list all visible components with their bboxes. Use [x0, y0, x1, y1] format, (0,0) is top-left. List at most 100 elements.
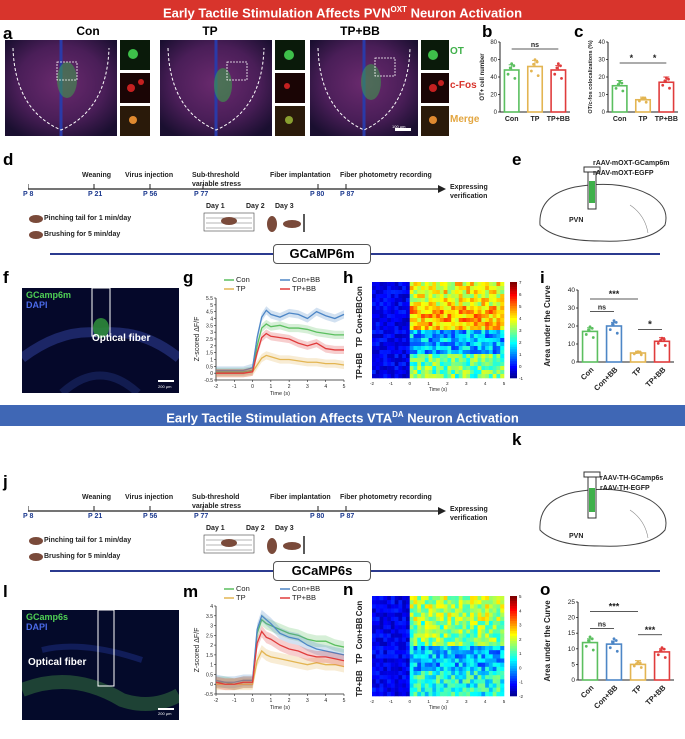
heat-cell — [462, 633, 467, 638]
heat-cell — [443, 683, 448, 688]
heat-cell — [485, 625, 490, 630]
heat-cell — [421, 616, 426, 622]
heat-cell — [398, 354, 403, 359]
heat-cell — [439, 366, 444, 371]
heat-cell — [432, 330, 437, 335]
heat-cell — [390, 358, 395, 363]
heat-cell — [379, 286, 384, 291]
heat-cell — [496, 318, 501, 323]
heat-cell — [462, 629, 467, 634]
heat-cell — [470, 646, 475, 651]
heat-cell — [462, 654, 467, 659]
heat-cell — [379, 629, 384, 634]
heat-cell — [492, 370, 497, 375]
heat-cell — [421, 625, 426, 630]
heat-cell — [443, 374, 448, 379]
heat-cell — [500, 374, 505, 379]
heat-cell — [375, 302, 380, 307]
heat-cell — [402, 366, 407, 371]
heat-cell — [436, 346, 441, 351]
l-fiber-label: Optical fiber — [28, 657, 87, 668]
colorbar-label: 0 — [519, 364, 522, 369]
heat-cell — [443, 658, 448, 663]
heat-cell — [372, 654, 377, 659]
heat-cell — [409, 596, 414, 601]
heat-cell — [390, 366, 395, 371]
heat-cell — [424, 362, 429, 367]
heat-cell — [447, 691, 452, 697]
heat-cell — [432, 671, 437, 676]
heat-cell — [458, 616, 463, 622]
heat-cell — [458, 596, 463, 601]
heat-cell — [394, 629, 399, 634]
y-axis-label: Area under the Curve — [543, 285, 552, 367]
heat-cell — [473, 330, 478, 335]
y-tick-label: -0.5 — [204, 378, 213, 384]
heat-cell — [372, 294, 377, 299]
timeline-j — [28, 506, 446, 561]
heat-cell — [451, 330, 456, 335]
panel-label-f: f — [3, 268, 9, 287]
heat-cell — [443, 358, 448, 363]
heat-cell — [417, 306, 422, 311]
heat-cell — [473, 314, 478, 319]
panel-label-j: j — [3, 472, 8, 491]
y-tick-label: 30 — [598, 58, 605, 64]
colorbar-cell — [510, 327, 517, 331]
heat-cell — [375, 650, 380, 655]
heat-cell — [398, 608, 403, 613]
heat-cell — [436, 654, 441, 659]
heat-cell — [447, 596, 452, 601]
heat-cell — [462, 346, 467, 351]
heat-cell — [413, 637, 418, 643]
heat-cell — [466, 330, 471, 335]
micrograph-l — [22, 610, 179, 720]
heat-cell — [405, 666, 411, 672]
data-point — [621, 89, 625, 93]
heat-cell — [432, 366, 437, 371]
heat-cell — [492, 612, 497, 618]
heat-cell — [432, 658, 437, 663]
heat-cell — [398, 346, 403, 351]
bar-Con — [611, 84, 628, 113]
heat-cell — [473, 322, 478, 327]
heat-cell — [394, 374, 399, 379]
heat-cell — [409, 290, 414, 295]
heat-cell — [409, 629, 414, 634]
heat-cell — [458, 691, 463, 697]
heat-cell — [481, 679, 486, 684]
heat-cell — [405, 306, 411, 311]
heat-cell — [443, 302, 448, 307]
heat-cell — [436, 679, 441, 684]
heat-cell — [428, 306, 433, 311]
heat-cell — [492, 322, 497, 327]
heat-cell — [387, 290, 392, 295]
heat-cell — [398, 318, 403, 323]
heat-cell — [375, 691, 380, 697]
heat-cell — [466, 358, 471, 363]
colorbar-cell — [510, 616, 517, 619]
heat-cell — [496, 650, 501, 655]
heat-cell — [402, 687, 407, 693]
heat-cell — [439, 612, 444, 618]
tl2-photometry: Fiber photometry recording — [340, 494, 432, 501]
heat-cell — [481, 621, 486, 626]
heat-cell — [470, 362, 475, 367]
section-gcamp6s: GCaMP6s — [273, 561, 371, 581]
heat-cell — [383, 366, 388, 371]
heat-cell — [413, 370, 418, 375]
heat-cell — [462, 662, 467, 668]
heat-cell — [473, 650, 478, 655]
heat-cell — [436, 650, 441, 655]
heat-cell — [485, 646, 490, 651]
heat-cell — [421, 282, 426, 287]
heat-cell — [481, 633, 486, 638]
heat-cell — [424, 290, 429, 295]
heat-cell — [477, 354, 482, 359]
heat-cell — [466, 654, 471, 659]
heat-cell — [492, 310, 497, 315]
colorbar-label: 5 — [519, 304, 522, 309]
heat-cell — [394, 354, 399, 359]
heat-cell — [466, 600, 471, 605]
heat-cell — [409, 625, 414, 630]
